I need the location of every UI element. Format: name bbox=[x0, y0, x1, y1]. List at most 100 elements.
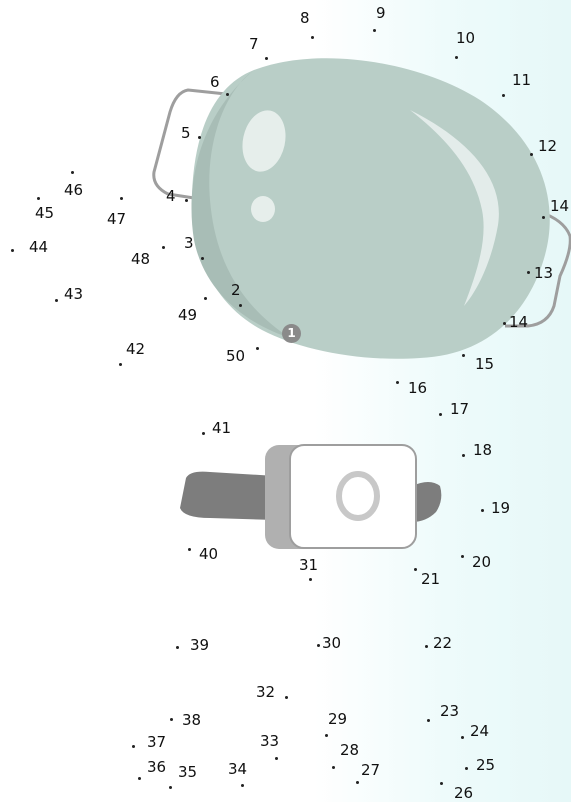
dot-point-40[interactable] bbox=[188, 548, 191, 551]
dot-label-26: 26 bbox=[454, 784, 474, 802]
dot-label-34: 34 bbox=[228, 760, 248, 778]
dot-point-18[interactable] bbox=[462, 454, 465, 457]
dot-point-25[interactable] bbox=[465, 767, 468, 770]
dot-point-20[interactable] bbox=[461, 555, 464, 558]
dot-label-20: 20 bbox=[472, 553, 492, 571]
dot-label-47: 47 bbox=[107, 210, 127, 228]
dot-label-30: 30 bbox=[322, 634, 342, 652]
dot-label-43: 43 bbox=[64, 285, 84, 303]
dot-point-15[interactable] bbox=[462, 354, 465, 357]
dot-label-44: 44 bbox=[29, 238, 49, 256]
dot-point-5[interactable] bbox=[198, 136, 201, 139]
dot-point-35[interactable] bbox=[169, 786, 172, 789]
dot-point-31[interactable] bbox=[309, 578, 312, 581]
dot-label-4: 4 bbox=[166, 187, 176, 205]
dot-point-39[interactable] bbox=[176, 646, 179, 649]
dot-point-42[interactable] bbox=[119, 363, 122, 366]
dot-label-28: 28 bbox=[340, 741, 360, 759]
dot-point-14a[interactable] bbox=[542, 216, 545, 219]
dot-point-13[interactable] bbox=[527, 271, 530, 274]
dot-label-11: 11 bbox=[512, 71, 532, 89]
helmet-shape-icon bbox=[191, 58, 550, 359]
dot-label-32: 32 bbox=[256, 683, 276, 701]
dot-point-44[interactable] bbox=[11, 249, 14, 252]
dot-label-36: 36 bbox=[147, 758, 167, 776]
dot-point-29[interactable] bbox=[325, 734, 328, 737]
dot-label-31: 31 bbox=[299, 556, 319, 574]
dot-point-45[interactable] bbox=[37, 197, 40, 200]
dot-label-49: 49 bbox=[178, 306, 198, 324]
dot-point-23[interactable] bbox=[427, 719, 430, 722]
dot-point-34[interactable] bbox=[241, 784, 244, 787]
dot-point-12[interactable] bbox=[530, 153, 533, 156]
dot-point-46[interactable] bbox=[71, 171, 74, 174]
dot-point-8[interactable] bbox=[311, 36, 314, 39]
dot-point-28[interactable] bbox=[332, 766, 335, 769]
dot-point-33[interactable] bbox=[275, 757, 278, 760]
dot-point-2[interactable] bbox=[239, 304, 242, 307]
dot-label-7: 7 bbox=[249, 35, 259, 53]
dot-label-23: 23 bbox=[440, 702, 460, 720]
dot-point-49[interactable] bbox=[204, 297, 207, 300]
dot-label-14a: 14 bbox=[550, 197, 570, 215]
dot-point-4[interactable] bbox=[185, 199, 188, 202]
dot-point-24[interactable] bbox=[461, 736, 464, 739]
dot-label-41: 41 bbox=[212, 419, 232, 437]
dot-point-19[interactable] bbox=[481, 509, 484, 512]
dot-point-37[interactable] bbox=[132, 745, 135, 748]
dot-label-17: 17 bbox=[450, 400, 470, 418]
helmet-right-strap-icon bbox=[505, 210, 571, 328]
dot-point-26[interactable] bbox=[440, 782, 443, 785]
dot-label-27: 27 bbox=[361, 761, 381, 779]
dot-label-37: 37 bbox=[147, 733, 167, 751]
dot-point-7[interactable] bbox=[265, 57, 268, 60]
start-point-marker[interactable]: 1 bbox=[282, 324, 301, 343]
dot-point-43[interactable] bbox=[55, 299, 58, 302]
dot-point-16[interactable] bbox=[396, 381, 399, 384]
dot-point-50[interactable] bbox=[256, 347, 259, 350]
dot-label-35: 35 bbox=[178, 763, 198, 781]
dot-point-36[interactable] bbox=[138, 777, 141, 780]
dot-label-42: 42 bbox=[126, 340, 146, 358]
dot-point-22[interactable] bbox=[425, 645, 428, 648]
dot-label-38: 38 bbox=[182, 711, 202, 729]
dot-point-9[interactable] bbox=[373, 29, 376, 32]
dot-label-9: 9 bbox=[376, 4, 386, 22]
dot-label-39: 39 bbox=[190, 636, 210, 654]
dot-point-11[interactable] bbox=[502, 94, 505, 97]
dot-point-10[interactable] bbox=[455, 56, 458, 59]
dot-point-3[interactable] bbox=[201, 257, 204, 260]
dot-point-47[interactable] bbox=[120, 197, 123, 200]
dot-label-48: 48 bbox=[131, 250, 151, 268]
dot-label-15: 15 bbox=[475, 355, 495, 373]
dot-label-25: 25 bbox=[476, 756, 496, 774]
dot-point-17[interactable] bbox=[439, 413, 442, 416]
dot-point-48[interactable] bbox=[162, 246, 165, 249]
dot-point-30[interactable] bbox=[317, 644, 320, 647]
dot-point-21[interactable] bbox=[414, 568, 417, 571]
dot-label-21: 21 bbox=[421, 570, 441, 588]
dot-label-12: 12 bbox=[538, 137, 558, 155]
dot-label-10: 10 bbox=[456, 29, 476, 47]
dot-label-13: 13 bbox=[534, 264, 554, 282]
helmet-left-strap-icon bbox=[152, 88, 227, 200]
dot-label-50: 50 bbox=[226, 347, 246, 365]
dot-point-14b[interactable] bbox=[503, 322, 506, 325]
dot-point-38[interactable] bbox=[170, 718, 173, 721]
chin-strap-buckle-icon bbox=[180, 444, 442, 549]
dot-label-40: 40 bbox=[199, 545, 219, 563]
dot-point-41[interactable] bbox=[202, 432, 205, 435]
dot-point-32[interactable] bbox=[285, 696, 288, 699]
dot-point-6[interactable] bbox=[226, 93, 229, 96]
dot-label-45: 45 bbox=[35, 204, 55, 222]
dot-point-27[interactable] bbox=[356, 781, 359, 784]
dot-label-3: 3 bbox=[184, 234, 194, 252]
dot-label-46: 46 bbox=[64, 181, 84, 199]
dot-label-2: 2 bbox=[231, 281, 241, 299]
dot-label-22: 22 bbox=[433, 634, 453, 652]
dot-label-16: 16 bbox=[408, 379, 428, 397]
dot-label-18: 18 bbox=[473, 441, 493, 459]
dot-label-14b: 14 bbox=[509, 313, 529, 331]
dot-label-19: 19 bbox=[491, 499, 511, 517]
